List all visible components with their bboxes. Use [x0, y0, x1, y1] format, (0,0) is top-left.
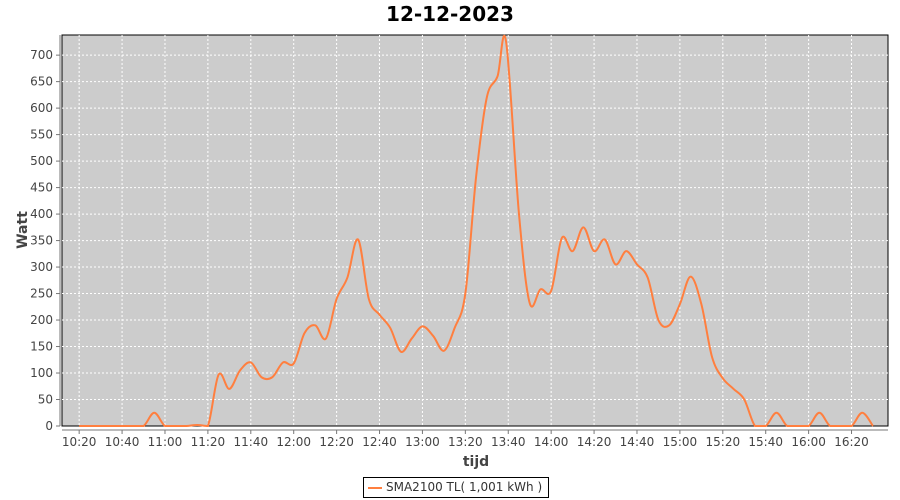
- x-tick-label: 14:40: [620, 435, 655, 449]
- y-tick-label: 250: [30, 287, 53, 301]
- series-line: [79, 34, 874, 428]
- x-tick-label: 10:20: [62, 435, 97, 449]
- y-tick-label: 450: [30, 181, 53, 195]
- x-tick-label: 13:00: [405, 435, 440, 449]
- x-tick-label: 16:00: [791, 435, 826, 449]
- x-tick-label: 12:00: [276, 435, 311, 449]
- chart-title: 12-12-2023: [386, 2, 514, 26]
- x-tick-label: 15:20: [706, 435, 741, 449]
- y-tick-label: 550: [30, 128, 53, 142]
- x-axis-label: tijd: [463, 454, 489, 470]
- y-tick-label: 600: [30, 101, 53, 115]
- x-tick-label: 15:00: [663, 435, 698, 449]
- legend: SMA2100 TL( 1,001 kWh ): [363, 477, 550, 498]
- y-tick-label: 0: [45, 419, 53, 433]
- legend-swatch: [368, 486, 382, 489]
- y-tick-label: 400: [30, 207, 53, 221]
- x-tick-label: 10:40: [105, 435, 140, 449]
- x-tick-label: 11:40: [234, 435, 269, 449]
- x-tick-label: 13:20: [448, 435, 483, 449]
- x-tick-label: 16:20: [834, 435, 869, 449]
- y-tick-label: 650: [30, 75, 53, 89]
- x-tick-label: 12:40: [362, 435, 397, 449]
- x-tick-label: 15:40: [748, 435, 783, 449]
- x-tick-label: 14:20: [577, 435, 612, 449]
- x-tick-label: 13:40: [491, 435, 526, 449]
- y-tick-label: 700: [30, 48, 53, 62]
- x-tick-label: 12:20: [319, 435, 354, 449]
- y-tick-label: 500: [30, 154, 53, 168]
- y-tick-label: 300: [30, 260, 53, 274]
- x-tick-label: 14:00: [534, 435, 569, 449]
- x-tick-label: 11:20: [191, 435, 226, 449]
- y-tick-label: 50: [38, 393, 53, 407]
- x-tick-label: 11:00: [148, 435, 183, 449]
- plot-area: [61, 34, 889, 427]
- y-axis-label: Watt: [15, 211, 31, 249]
- legend-label: SMA2100 TL( 1,001 kWh ): [386, 480, 543, 494]
- y-tick-label: 150: [30, 340, 53, 354]
- y-tick-label: 350: [30, 234, 53, 248]
- y-tick-label: 200: [30, 313, 53, 327]
- y-tick-label: 100: [30, 366, 53, 380]
